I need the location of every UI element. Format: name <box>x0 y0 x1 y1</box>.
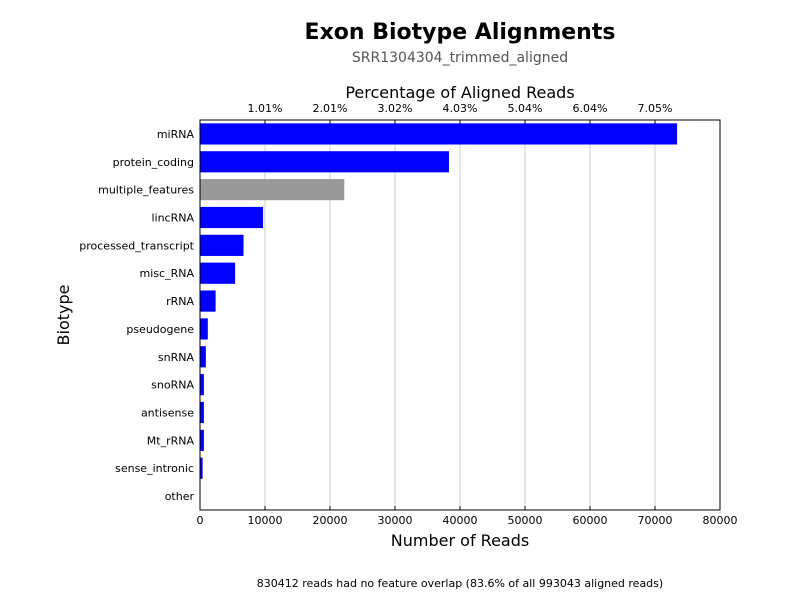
top-tick-label: 3.02% <box>378 102 413 115</box>
category-label: protein_coding <box>113 156 194 169</box>
bar-misc_RNA <box>200 262 236 284</box>
x-tick-label: 0 <box>197 514 204 527</box>
bar-miRNA <box>200 123 678 145</box>
category-label: lincRNA <box>151 212 194 225</box>
category-label: miRNA <box>157 128 195 141</box>
category-label: rRNA <box>166 295 194 308</box>
category-label: Mt_rRNA <box>147 434 195 447</box>
bar-rRNA <box>200 290 216 312</box>
top-axis-label: Percentage of Aligned Reads <box>345 83 574 102</box>
bar-snoRNA <box>200 374 204 396</box>
category-label: antisense <box>141 407 194 420</box>
x-tick-label: 80000 <box>703 514 738 527</box>
chart-title: Exon Biotype Alignments <box>304 20 616 45</box>
category-label: snoRNA <box>151 379 194 392</box>
bar-multiple_features <box>200 179 345 201</box>
x-tick-label: 50000 <box>508 514 543 527</box>
bar-protein_coding <box>200 151 449 173</box>
category-label: snRNA <box>158 351 195 364</box>
x-tick-label: 70000 <box>638 514 673 527</box>
x-tick-label: 30000 <box>378 514 413 527</box>
bar-antisense <box>200 401 204 424</box>
category-label: pseudogene <box>126 323 194 336</box>
top-tick-label: 7.05% <box>638 102 673 115</box>
bar-processed_transcript <box>200 234 244 256</box>
category-label: processed_transcript <box>79 239 194 252</box>
chart-subtitle: SRR1304304_trimmed_aligned <box>351 50 569 66</box>
bar-snRNA <box>200 346 206 368</box>
x-tick-label: 10000 <box>248 514 283 527</box>
category-label: misc_RNA <box>140 267 195 280</box>
category-label: other <box>165 490 195 503</box>
x-axis-label: Number of Reads <box>391 531 529 550</box>
bar-lincRNA <box>200 206 264 229</box>
x-tick-label: 20000 <box>313 514 348 527</box>
category-label: multiple_features <box>98 184 194 197</box>
y-axis-label: Biotype <box>54 285 73 346</box>
top-tick-label: 5.04% <box>508 102 543 115</box>
top-tick-label: 2.01% <box>313 102 348 115</box>
category-label: sense_intronic <box>115 462 194 475</box>
top-tick-label: 1.01% <box>248 102 283 115</box>
bar-sense_intronic <box>200 457 203 479</box>
x-tick-label: 40000 <box>443 514 478 527</box>
x-tick-label: 60000 <box>573 514 608 527</box>
top-tick-label: 4.03% <box>443 102 478 115</box>
bar-pseudogene <box>200 318 208 340</box>
bar-Mt_rRNA <box>200 429 204 451</box>
top-tick-label: 6.04% <box>573 102 608 115</box>
footer-note: 830412 reads had no feature overlap (83.… <box>256 577 664 590</box>
